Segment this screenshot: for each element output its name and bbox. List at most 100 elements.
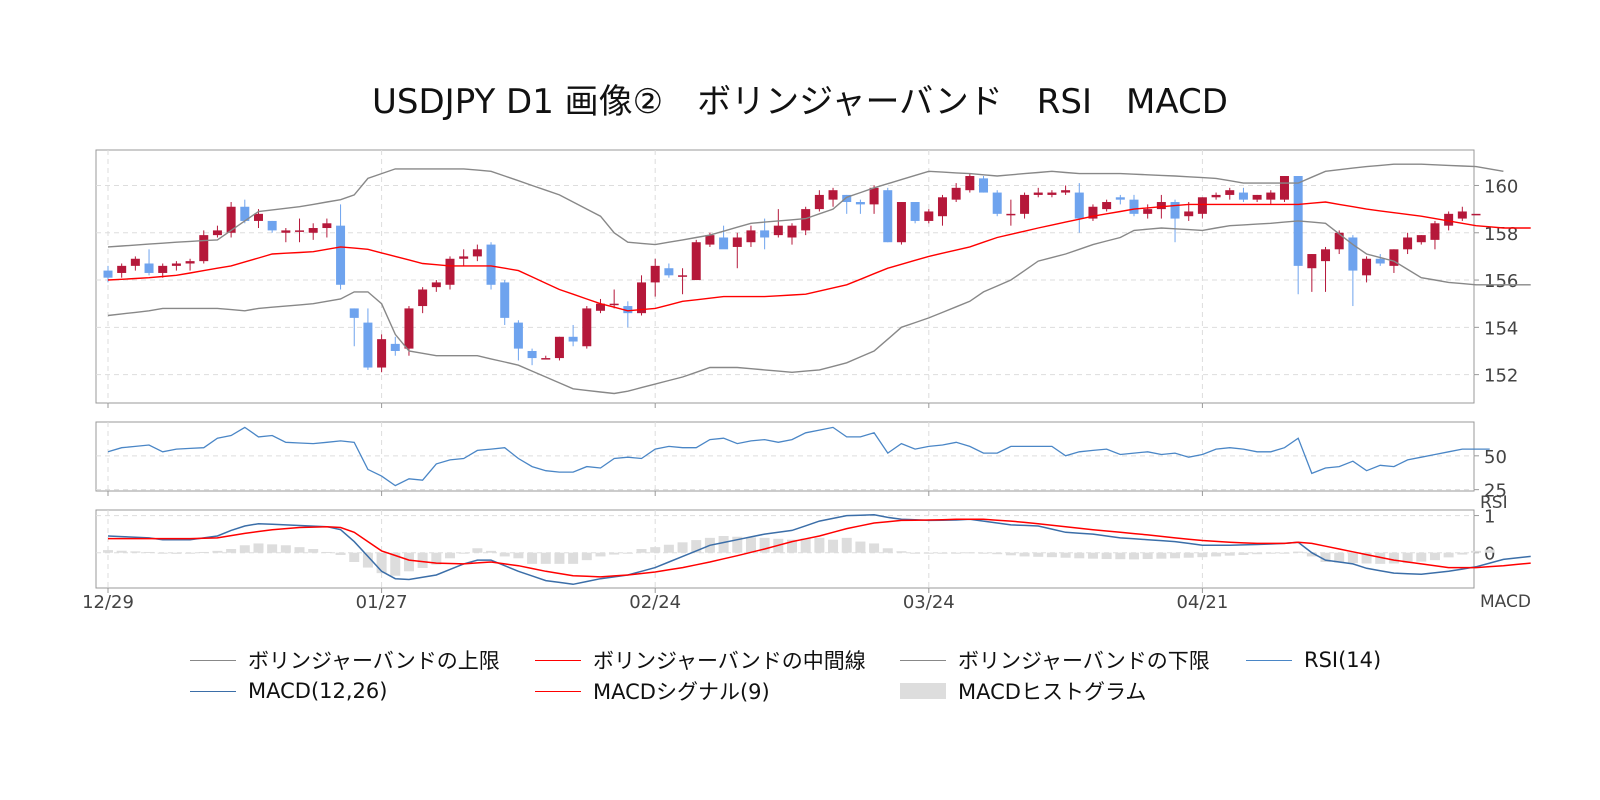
candle-body bbox=[1403, 237, 1413, 250]
legend-item-macd-signal: MACDシグナル(9) bbox=[535, 676, 770, 706]
macd-histogram-bar bbox=[759, 537, 770, 553]
candle-body bbox=[253, 213, 263, 221]
candle-body bbox=[1047, 192, 1057, 195]
macd-histogram-bar bbox=[951, 552, 962, 554]
macd-histogram-bar bbox=[185, 552, 196, 554]
macd-histogram-bar bbox=[1347, 552, 1358, 564]
macd-histogram-bar bbox=[226, 549, 237, 553]
macd-histogram-bar bbox=[116, 550, 127, 553]
legend-label-bb-lower: ボリンジャーバンドの下限 bbox=[958, 649, 1210, 673]
legend-swatch-bb-lower bbox=[900, 659, 946, 661]
panel-frame bbox=[95, 509, 1475, 589]
macd-histogram-bar bbox=[882, 548, 893, 553]
macd-histogram-bar bbox=[1197, 552, 1208, 558]
macd-histogram-bar bbox=[1005, 552, 1016, 556]
macd-histogram-bar bbox=[513, 552, 524, 559]
candle-body bbox=[349, 308, 359, 318]
macd-histogram-bar bbox=[1142, 552, 1153, 560]
x-tick-label: 12/29 bbox=[82, 592, 134, 613]
candle-body bbox=[1143, 209, 1153, 214]
candle-body bbox=[787, 225, 797, 238]
macd-histogram-bar bbox=[1416, 552, 1427, 562]
candle-body bbox=[240, 206, 250, 221]
panel-label: MACD bbox=[1480, 592, 1531, 612]
macd-histogram-bar bbox=[1457, 552, 1468, 555]
candle-body bbox=[1184, 211, 1194, 217]
candle-body bbox=[691, 242, 701, 281]
macd-histogram-bar bbox=[992, 552, 1003, 555]
macd-histogram-bar bbox=[787, 539, 797, 553]
legend-swatch-macd bbox=[190, 690, 236, 692]
macd-histogram-bar bbox=[718, 536, 729, 553]
macd-histogram-bar bbox=[1484, 549, 1495, 553]
legend-item-macd-histogram: MACDヒストグラム bbox=[900, 676, 1146, 706]
macd-histogram-bar bbox=[321, 551, 332, 553]
macd-histogram-bar bbox=[923, 552, 934, 554]
legend-swatch-rsi bbox=[1246, 659, 1292, 661]
candle-body bbox=[308, 228, 318, 233]
candle-body bbox=[459, 256, 469, 259]
legend-label-macd-histogram: MACDヒストグラム bbox=[958, 680, 1147, 704]
macd-histogram-bar bbox=[157, 552, 168, 554]
macd-histogram-bar bbox=[595, 552, 606, 557]
legend-label-bb-upper: ボリンジャーバンドの上限 bbox=[248, 649, 500, 673]
macd-histogram-bar bbox=[828, 539, 839, 553]
macd-histogram-bar bbox=[1101, 552, 1112, 560]
legend-label-bb-middle: ボリンジャーバンドの中間線 bbox=[593, 649, 866, 673]
candle-body bbox=[212, 230, 222, 236]
candle-body bbox=[937, 197, 947, 217]
candle-body bbox=[1156, 202, 1166, 210]
macd-histogram-bar bbox=[198, 551, 209, 553]
candle-body bbox=[746, 230, 756, 243]
bb-middle-line bbox=[107, 201, 1531, 312]
legend-label-rsi: RSI(14) bbox=[1304, 648, 1382, 672]
macd-histogram-bar bbox=[1211, 552, 1222, 557]
macd-histogram-bar bbox=[581, 552, 592, 561]
y-tick-label: 160 bbox=[1484, 176, 1518, 197]
candle-body bbox=[814, 194, 824, 210]
macd-histogram-bar bbox=[663, 544, 674, 553]
candle-body bbox=[158, 265, 168, 273]
macd-histogram-bar bbox=[335, 552, 346, 555]
bb-lower-line bbox=[107, 220, 1531, 395]
candle-body bbox=[1457, 211, 1467, 219]
candle-body bbox=[1129, 199, 1139, 214]
macd-histogram-bar bbox=[800, 538, 811, 553]
macd-histogram-bar bbox=[1306, 552, 1317, 557]
candle-body bbox=[910, 202, 920, 221]
macd-histogram-bar bbox=[1115, 552, 1126, 560]
candle-body bbox=[637, 282, 647, 314]
macd-histogram-bar bbox=[1156, 552, 1167, 559]
candle-body bbox=[1375, 258, 1385, 264]
y-tick-label: 152 bbox=[1484, 366, 1518, 387]
macd-histogram-bar bbox=[814, 537, 825, 553]
candle-body bbox=[705, 235, 715, 245]
candle-body bbox=[678, 275, 688, 277]
candle-body bbox=[965, 176, 975, 191]
legend-item-bb-lower: ボリンジャーバンドの下限 bbox=[900, 645, 1210, 675]
candle-body bbox=[582, 308, 592, 347]
candle-body bbox=[1225, 190, 1235, 195]
macd-histogram-bar bbox=[1320, 552, 1331, 562]
macd-histogram-bar bbox=[1060, 552, 1071, 558]
macd-histogram-bar bbox=[540, 552, 551, 564]
candle-body bbox=[472, 249, 482, 257]
candle-body bbox=[363, 322, 373, 368]
x-tick-label: 03/24 bbox=[903, 592, 955, 613]
candle-body bbox=[719, 237, 729, 250]
candle-body bbox=[1088, 206, 1098, 219]
candle-body bbox=[664, 268, 674, 276]
candle-body bbox=[1348, 237, 1358, 271]
bb-upper-line bbox=[107, 163, 1504, 248]
panel-frame bbox=[95, 421, 1475, 492]
macd-histogram-bar bbox=[1429, 552, 1440, 561]
macd-histogram-bar bbox=[294, 547, 305, 553]
candle-body bbox=[1389, 249, 1399, 266]
macd-histogram-bar bbox=[267, 544, 278, 553]
candle-body bbox=[869, 187, 879, 205]
candle-body bbox=[541, 358, 551, 360]
legend-item-bb-upper: ボリンジャーバンドの上限 bbox=[190, 645, 500, 675]
macd-histogram-bar bbox=[964, 552, 975, 554]
macd-histogram-bar bbox=[239, 545, 250, 553]
